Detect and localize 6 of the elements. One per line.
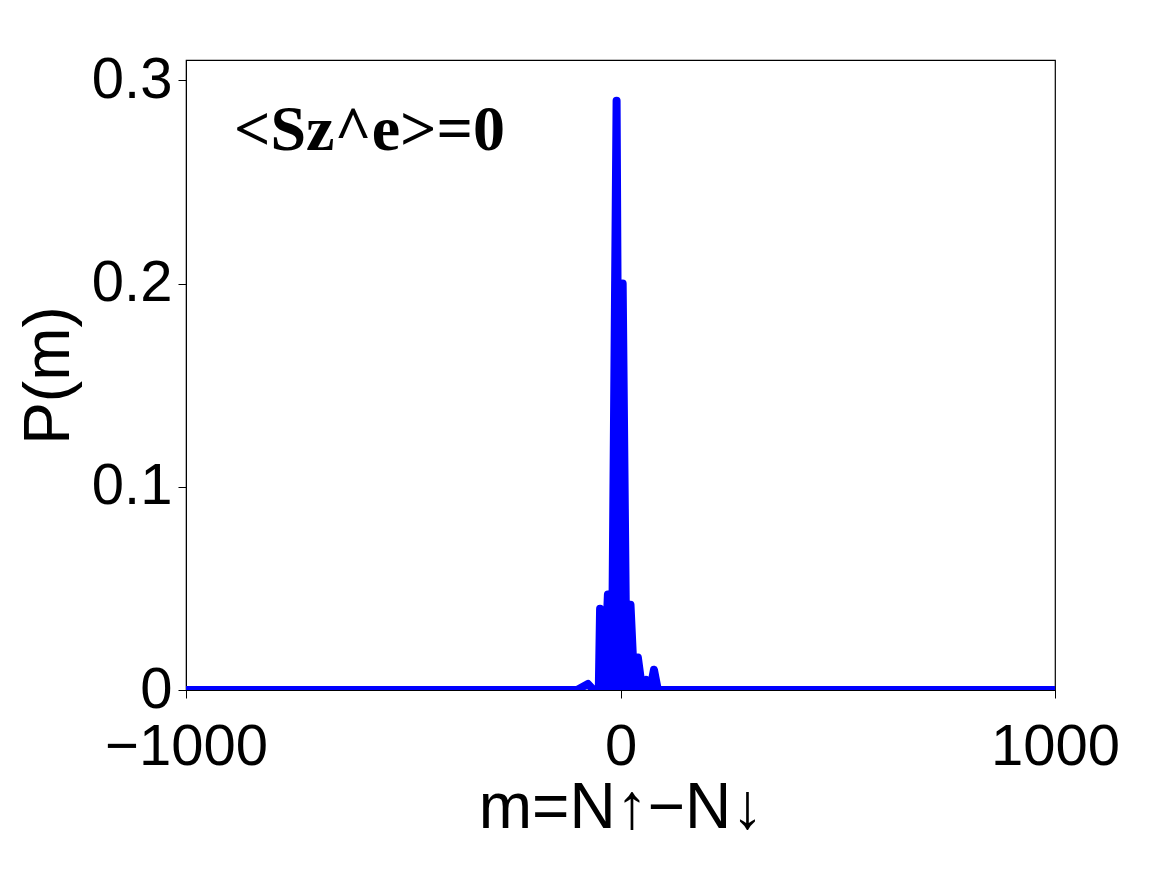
y-tick-label: 0.3 bbox=[91, 44, 173, 110]
x-tick-label: 1000 bbox=[990, 711, 1121, 777]
y-tick-label: 0.2 bbox=[91, 248, 173, 314]
y-tick-label: 0.1 bbox=[91, 451, 173, 517]
annotation: <Sz^e>=0 bbox=[234, 93, 505, 164]
y-axis-title: P(m) bbox=[10, 306, 83, 445]
